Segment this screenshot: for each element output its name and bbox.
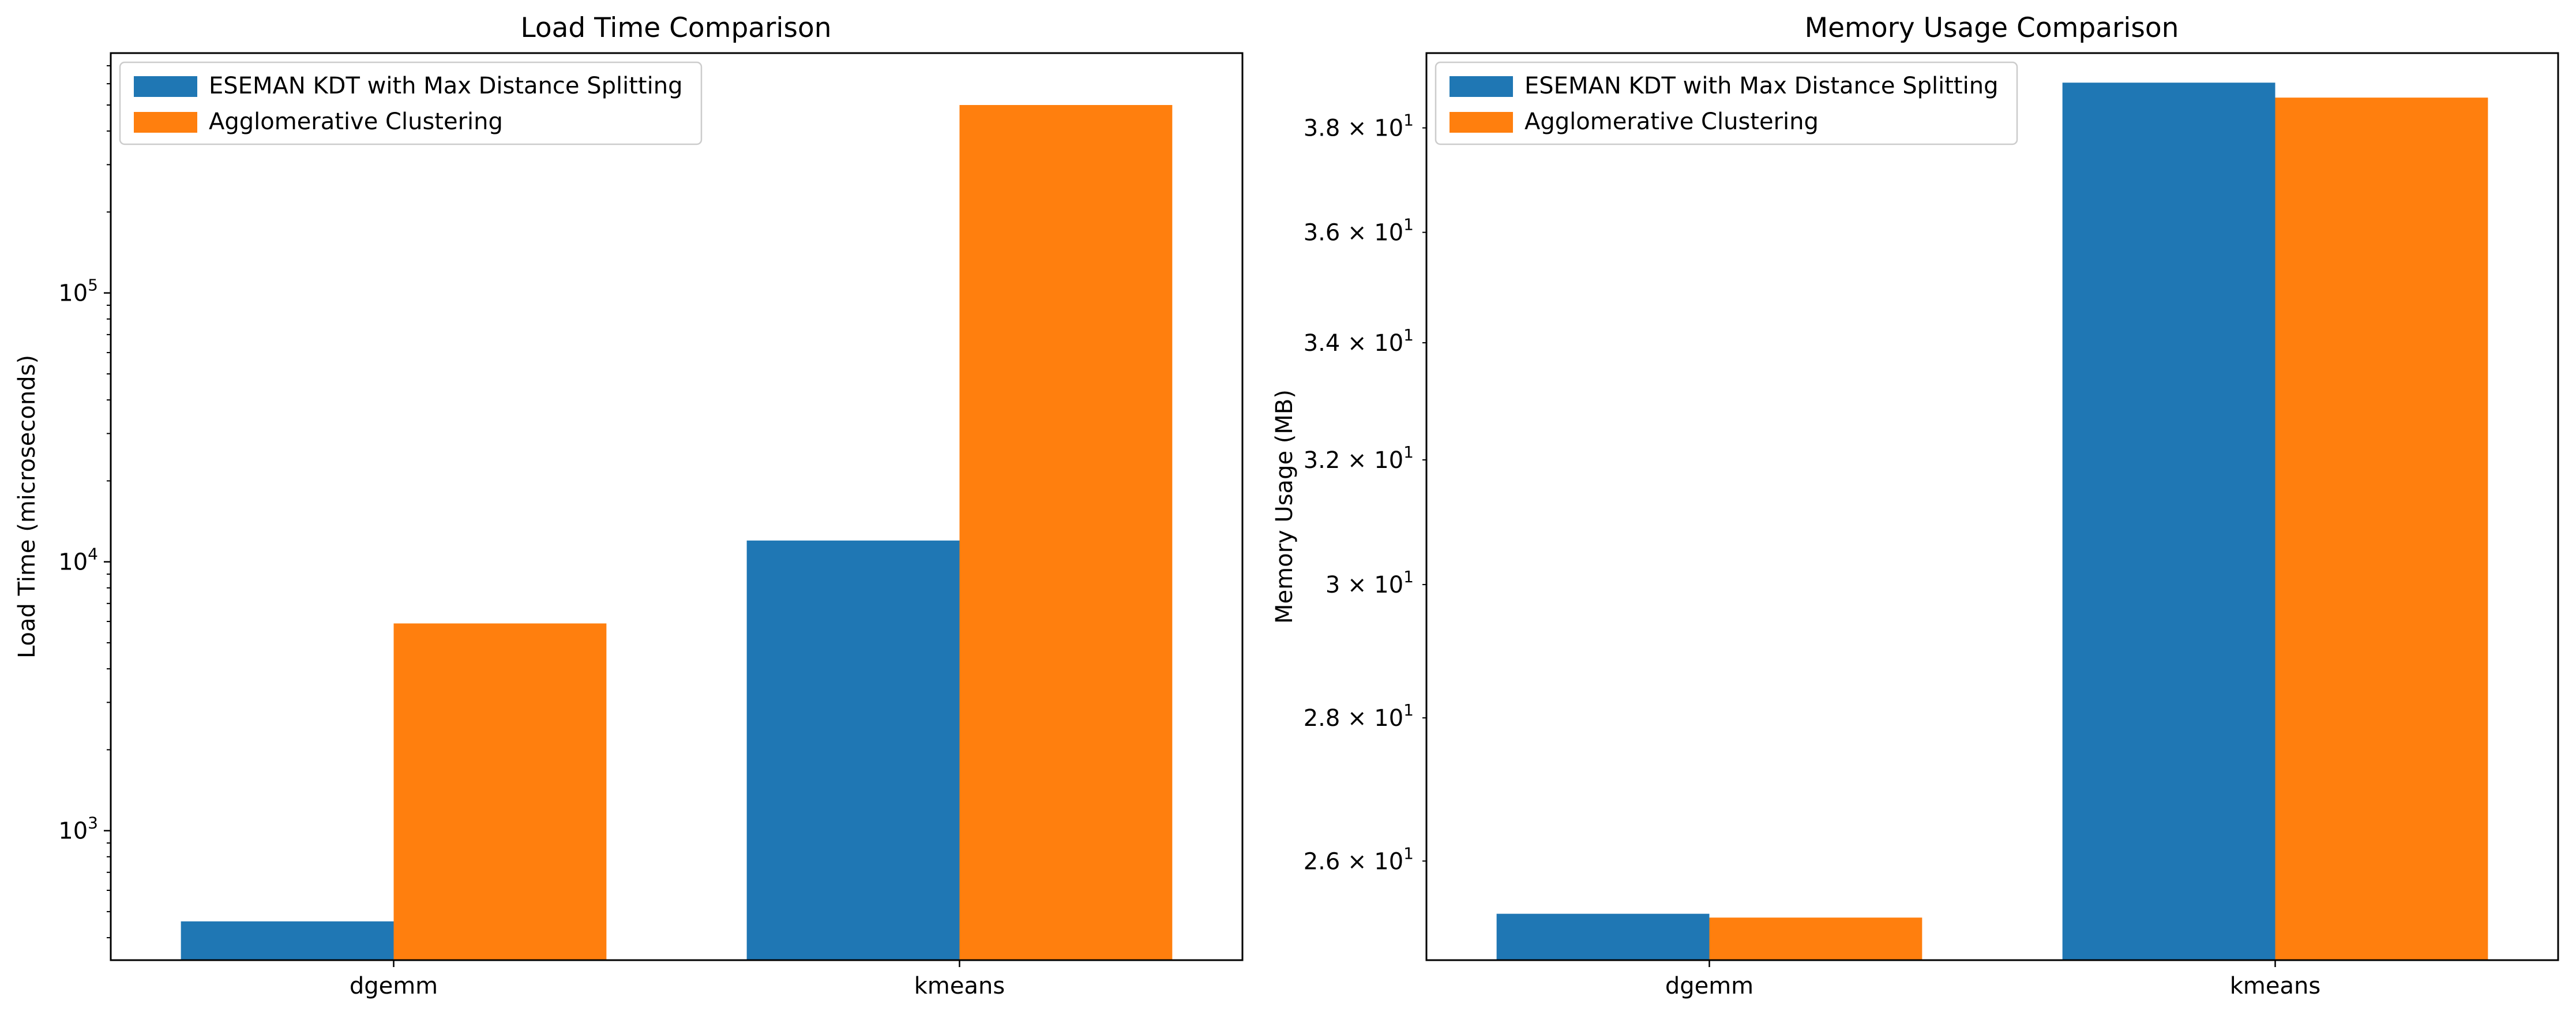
memory-usage-x-ticks: dgemm kmeans [1665,960,2320,999]
memory-usage-legend-label-eseman: ESEMAN KDT with Max Distance Splitting [1524,73,1998,99]
memory-usage-bars [1496,83,2488,961]
load-time-x-tick-label-dgemm: dgemm [350,973,438,999]
memory-usage-legend-box [1435,61,2018,145]
load-time-y-ticks: 103 104 105 [58,65,111,939]
load-time-title: Load Time Comparison [520,12,831,44]
load-time-legend-label-agglomerative: Agglomerative Clustering [209,108,503,135]
memory-usage-bar-kmeans-agglomerative [2275,98,2488,961]
load-time-bar-dgemm-eseman [181,921,394,960]
memory-usage-y-tick-label: 3 × 101 [1325,567,1414,598]
load-time-y-tick-label: 103 [58,814,98,845]
memory-usage-title: Memory Usage Comparison [1805,12,2179,44]
memory-usage-legend-label-agglomerative: Agglomerative Clustering [1524,108,1819,135]
memory-usage-y-axis-label: Memory Usage (MB) [1271,389,1298,624]
load-time-axes-frame [110,52,1244,961]
memory-usage-y-tick-label: 3.6 × 101 [1304,215,1414,246]
memory-usage-panel: Memory Usage Comparison 2.6 × 101 2.8 × 1… [1271,12,2559,999]
memory-usage-legend: ESEMAN KDT with Max Distance Splitting A… [1435,61,2018,145]
memory-usage-y-tick-label: 3.8 × 101 [1304,111,1414,142]
load-time-bar-kmeans-eseman [746,540,960,960]
memory-usage-axes-frame [1425,52,2559,961]
load-time-y-tick-label: 105 [58,276,98,307]
load-time-bar-kmeans-agglomerative [959,104,1173,961]
memory-usage-x-tick-label-dgemm: dgemm [1665,973,1753,999]
load-time-legend-swatch-eseman [134,76,197,97]
memory-usage-x-tick-label-kmeans: kmeans [2230,973,2320,999]
memory-usage-bar-dgemm-eseman [1496,913,1710,960]
load-time-x-ticks: dgemm kmeans [350,960,1005,999]
memory-usage-y-tick-label: 3.2 × 101 [1304,443,1414,474]
memory-usage-legend-swatch-eseman [1450,76,1513,97]
load-time-bars [181,104,1173,961]
memory-usage-y-tick-label: 2.6 × 101 [1304,844,1414,875]
load-time-bar-dgemm-agglomerative [393,623,607,960]
load-time-panel: Load Time Comparison 103 104 105 dgemm kmea… [14,12,1244,999]
memory-usage-bar-kmeans-eseman [2062,83,2275,961]
load-time-x-tick-label-kmeans: kmeans [914,973,1005,999]
load-time-legend: ESEMAN KDT with Max Distance Splitting A… [119,61,703,145]
load-time-legend-swatch-agglomerative [134,112,197,133]
load-time-y-axis-label: Load Time (microseconds) [14,355,40,658]
memory-usage-y-tick-label: 3.4 × 101 [1304,325,1414,357]
memory-usage-y-tick-label: 2.8 × 101 [1304,700,1414,732]
load-time-legend-label-eseman: ESEMAN KDT with Max Distance Splitting [209,73,682,99]
memory-usage-y-ticks: 2.6 × 101 2.8 × 101 3 × 101 3.2 × 101 3.4 × … [1304,111,1426,875]
load-time-legend-box [119,61,703,145]
memory-usage-legend-swatch-agglomerative [1450,112,1513,133]
load-time-y-tick-label: 104 [58,545,98,576]
memory-usage-bar-dgemm-agglomerative [1709,917,1922,960]
